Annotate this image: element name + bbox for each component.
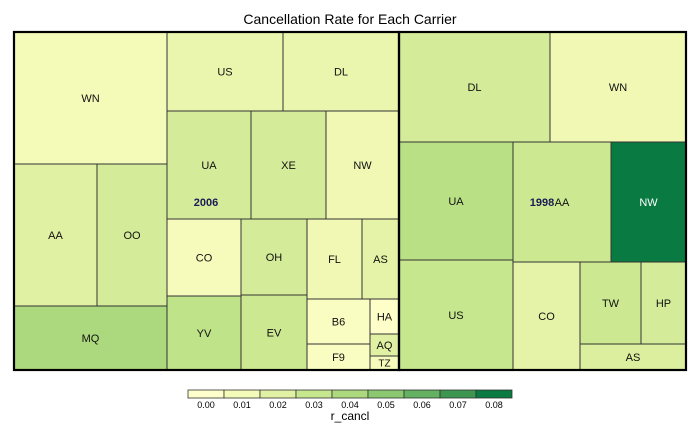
treemap-cells <box>13 31 687 371</box>
cell-label-2006-aq: AQ <box>377 340 393 352</box>
cell-1998-us[interactable] <box>398 259 514 371</box>
group-border-1998 <box>397 30 688 372</box>
cell-label-1998-co: CO <box>538 311 555 323</box>
treemap-group-labels: 2006 1998 <box>194 197 554 209</box>
legend-tick-labels: 0.00 0.01 0.02 0.03 0.04 0.05 0.06 0.07 0.08 <box>197 400 503 410</box>
cell-label-1998-hp: HP <box>656 298 671 310</box>
cell-2006-mq[interactable] <box>13 305 168 371</box>
cell-label-2006-co: CO <box>196 252 213 264</box>
cell-1998-hp[interactable] <box>640 261 687 345</box>
cell-label-1998-wn: WN <box>609 82 627 94</box>
cell-2006-fl[interactable] <box>306 218 363 300</box>
cell-2006-ha[interactable] <box>369 298 400 335</box>
cell-label-1998-aa: AA <box>555 197 570 209</box>
cell-2006-dl[interactable] <box>282 31 400 112</box>
cell-label-2006-wn: WN <box>81 93 99 105</box>
legend-swatch-3 <box>295 389 333 399</box>
chart-title: Cancellation Rate for Each Carrier <box>243 11 457 27</box>
cell-label-2006-b6: B6 <box>332 316 345 328</box>
cell-label-2006-nw: NW <box>353 160 372 172</box>
treemap-cell-labels: WN AA OO MQ US DL UA XE NW CO OH FL AS YV EV B6 HA AQ F9 TZ… <box>48 66 671 369</box>
cell-1998-co[interactable] <box>512 261 581 371</box>
cell-label-2006-mq: MQ <box>82 333 100 345</box>
cell-label-1998-as: AS <box>626 352 641 364</box>
cell-label-2006-yv: YV <box>197 328 212 340</box>
legend-tick-label: 0.04 <box>341 400 359 410</box>
cell-1998-as[interactable] <box>579 343 687 371</box>
legend-title: r_cancl <box>331 409 370 423</box>
cell-label-2006-ua: UA <box>201 160 217 172</box>
cell-label-2006-aa: AA <box>48 230 63 242</box>
cell-2006-yv[interactable] <box>166 295 242 371</box>
cell-2006-xe[interactable] <box>250 110 327 220</box>
cell-label-1998-us: US <box>448 310 463 322</box>
cell-label-2006-tz: TZ <box>378 359 390 370</box>
cell-1998-tw[interactable] <box>579 261 642 345</box>
cell-label-2006-f9: F9 <box>332 352 345 364</box>
legend-tick-label: 0.01 <box>233 400 251 410</box>
cell-2006-us[interactable] <box>166 31 284 112</box>
cell-label-2006-oh: OH <box>266 252 283 264</box>
legend-tick-label: 0.03 <box>305 400 323 410</box>
legend-swatch-4 <box>331 389 369 399</box>
cell-label-2006-as: AS <box>373 254 388 266</box>
cell-2006-oo[interactable] <box>96 163 168 307</box>
cell-2006-f9[interactable] <box>306 343 371 371</box>
legend-swatch-8 <box>475 389 513 399</box>
legend-tick-label: 0.08 <box>485 400 503 410</box>
cell-1998-nw[interactable] <box>610 141 687 263</box>
cell-2006-b6[interactable] <box>306 298 371 345</box>
cell-label-2006-ev: EV <box>267 327 282 339</box>
cell-label-1998-nw: NW <box>639 197 658 209</box>
legend-tick-label: 0.07 <box>449 400 467 410</box>
color-legend: 0.00 0.01 0.02 0.03 0.04 0.05 0.06 0.07 0.08 r_c… <box>187 389 513 423</box>
cell-2006-wn[interactable] <box>13 31 168 165</box>
cell-label-2006-fl: FL <box>328 254 341 266</box>
legend-tick-label: 0.05 <box>377 400 395 410</box>
legend-swatch-7 <box>439 389 477 399</box>
legend-swatch-5 <box>367 389 405 399</box>
legend-tick-label: 0.02 <box>269 400 287 410</box>
legend-tick-label: 0.06 <box>413 400 431 410</box>
legend-swatch-2 <box>259 389 297 399</box>
cell-2006-co[interactable] <box>166 218 242 297</box>
group-label-1998: 1998 <box>530 197 554 209</box>
cell-label-2006-us: US <box>217 66 232 78</box>
cell-label-2006-ha: HA <box>377 311 393 323</box>
legend-swatch-0 <box>187 389 225 399</box>
treemap-group-borders <box>12 30 688 372</box>
legend-swatch-1 <box>223 389 261 399</box>
cell-label-2006-oo: OO <box>123 230 141 242</box>
cell-label-2006-xe: XE <box>281 160 296 172</box>
legend-tick-label: 0.00 <box>197 400 215 410</box>
group-label-2006: 2006 <box>194 197 218 209</box>
cell-1998-wn[interactable] <box>549 31 687 143</box>
cell-label-1998-tw: TW <box>602 298 620 310</box>
cell-label-1998-ua: UA <box>448 196 464 208</box>
cell-2006-aa[interactable] <box>13 163 98 307</box>
cell-label-2006-dl: DL <box>334 66 348 78</box>
cell-label-1998-dl: DL <box>467 82 481 94</box>
legend-swatch-6 <box>403 389 441 399</box>
legend-swatches <box>187 389 513 399</box>
cell-1998-ua[interactable] <box>398 141 514 261</box>
